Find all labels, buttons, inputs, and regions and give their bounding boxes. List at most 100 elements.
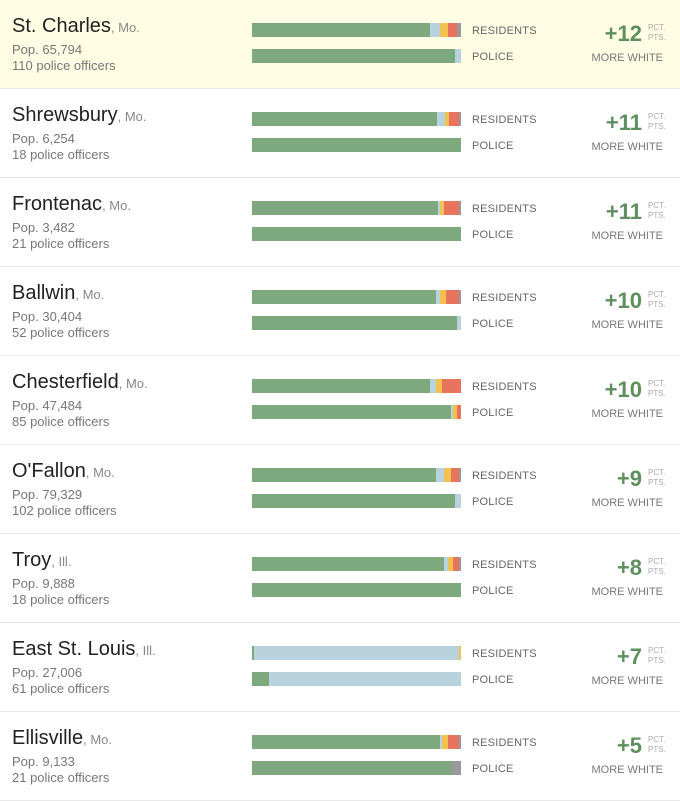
bar-segment-white [252,468,436,482]
residents-bar [252,646,461,660]
bar-segment-white [252,49,455,63]
residents-bar [252,23,461,37]
percentage-difference: +7 [616,644,642,669]
bar-segment-white [252,227,461,241]
police-bar [252,49,461,63]
more-white-label: MORE WHITE [591,52,664,64]
police-label: POLICE [472,407,514,419]
bar-segment-white [252,583,461,597]
more-white-label: MORE WHITE [591,141,664,153]
pct-pts-unit: PCT. PTS. [648,290,666,310]
bar-segment-black [440,735,443,749]
pct-pts-unit: PCT. PTS. [648,23,666,43]
bar-segment-asian [442,379,461,393]
officer-count: 52 police officers [12,325,110,340]
officer-count: 21 police officers [12,770,110,785]
state-abbrev: , Ill. [51,554,72,569]
pct-pts-unit: PCT. PTS. [648,735,666,755]
residents-bar [252,468,461,482]
city-row: Ballwin, Mo. Pop. 30,404 52 police officer… [0,267,680,356]
police-label: POLICE [472,318,514,330]
pts-text: PTS. [648,33,666,42]
state-abbrev: , Ill. [135,643,156,658]
pct-pts-unit: PCT. PTS. [648,379,666,399]
bar-segment-black [268,672,461,686]
population: Pop. 9,888 [12,576,75,591]
percentage-difference: +12 [604,21,642,46]
pts-text: PTS. [648,389,666,398]
population: Pop. 47,484 [12,398,83,413]
pct-text: PCT. [648,735,666,744]
pts-text: PTS. [648,478,666,487]
state-abbrev: , Mo. [75,287,105,302]
police-label: POLICE [472,496,514,508]
city-row: St. Charles, Mo. Pop. 65,794 110 police of… [0,0,680,89]
bar-segment-asian [448,23,457,37]
bar-segment-asian [446,290,459,304]
residents-bar [252,379,461,393]
city-row: Troy, Ill. Pop. 9,888 18 police officers RE… [0,534,680,623]
residents-label: RESIDENTS [472,25,537,37]
residents-label: RESIDENTS [472,203,537,215]
more-white-label: MORE WHITE [591,319,664,331]
city-name: Ellisville, Mo. [12,727,112,750]
police-bar [252,227,461,241]
bar-segment-asian [444,201,459,215]
bar-segment-white [252,201,438,215]
population: Pop. 6,254 [12,131,75,146]
residents-label: RESIDENTS [472,559,537,571]
city-name-text: Chesterfield [12,371,119,393]
police-label: POLICE [472,229,514,241]
residents-label: RESIDENTS [472,648,537,660]
pct-text: PCT. [648,379,666,388]
residents-bar [252,735,461,749]
residents-label: RESIDENTS [472,114,537,126]
city-name: Shrewsbury, Mo. [12,104,147,127]
residents-bar [252,112,461,126]
bar-segment-white [252,316,457,330]
pct-text: PCT. [648,112,666,121]
pct-pts-unit: PCT. PTS. [648,112,666,132]
more-white-label: MORE WHITE [591,408,664,420]
bar-segment-hispanic [440,290,447,304]
bar-segment-black [450,405,453,419]
bar-segment-black [454,49,461,63]
population: Pop. 9,133 [12,754,75,769]
pct-text: PCT. [648,290,666,299]
residents-label: RESIDENTS [472,381,537,393]
police-label: POLICE [472,674,514,686]
officer-count: 102 police officers [12,503,117,518]
city-name: East St. Louis, Ill. [12,638,156,661]
city-name-text: Shrewsbury [12,104,118,126]
residents-label: RESIDENTS [472,737,537,749]
pct-text: PCT. [648,557,666,566]
bar-segment-other [456,23,461,37]
residents-bar [252,557,461,571]
percentage-difference: +8 [616,555,642,580]
officer-count: 21 police officers [12,236,110,251]
city-name: Chesterfield, Mo. [12,371,148,394]
bar-segment-hispanic [458,646,461,660]
city-name: O'Fallon, Mo. [12,460,115,483]
more-white-label: MORE WHITE [591,586,664,598]
city-row: Shrewsbury, Mo. Pop. 6,254 18 police offic… [0,89,680,178]
bar-segment-asian [450,468,459,482]
percentage-difference: +9 [616,466,642,491]
bar-segment-black [435,290,441,304]
bar-segment-hispanic [444,468,451,482]
state-abbrev: , Mo. [118,376,148,391]
bar-segment-asian [456,405,461,419]
city-name-text: Ballwin [12,282,76,304]
population: Pop. 79,329 [12,487,83,502]
bar-segment-black [429,23,441,37]
bar-segment-white [252,405,451,419]
bar-segment-other [458,290,461,304]
bar-segment-hispanic [435,379,443,393]
percentage-difference: +11 [605,199,642,224]
police-bar [252,672,461,686]
police-bar [252,583,461,597]
police-label: POLICE [472,585,514,597]
state-abbrev: , Mo. [102,198,131,213]
residents-bar [252,290,461,304]
